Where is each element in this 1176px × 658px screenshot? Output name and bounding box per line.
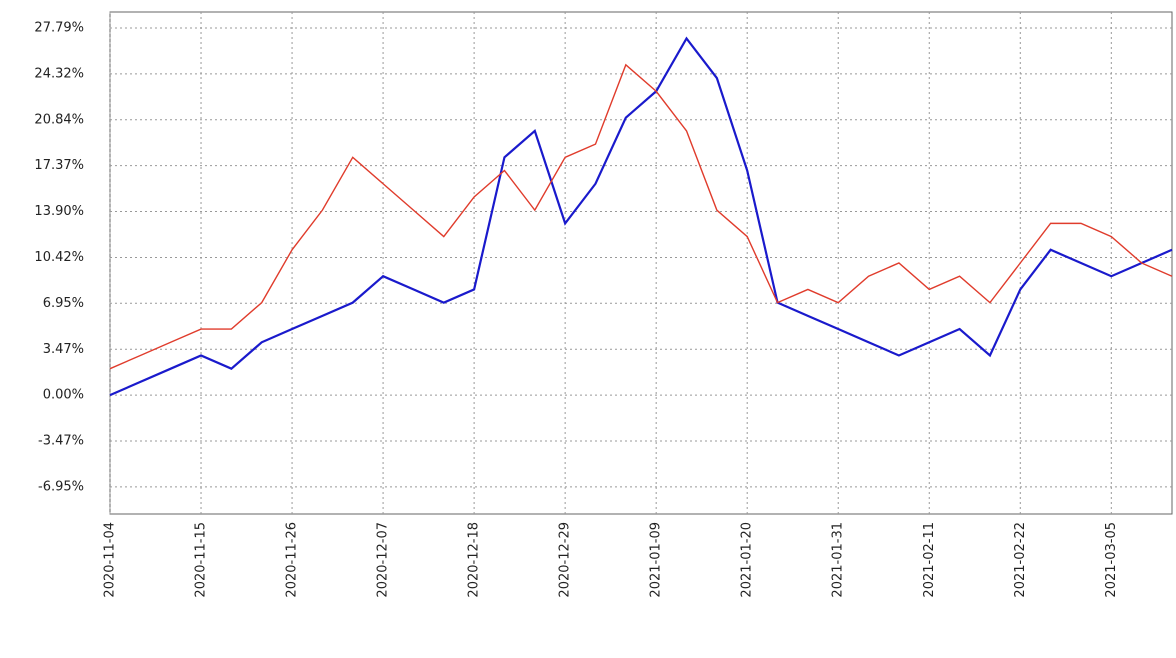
x-tick-label: 2021-02-22 xyxy=(1013,522,1028,598)
x-tick-label: 2021-01-09 xyxy=(649,522,664,598)
page: {"chart_data": {"type": "line", "categor… xyxy=(0,0,1176,654)
chart: -6.95% -3.47% 0.00% 3.47% 6.95% 10.42% 13.90% 1… xyxy=(0,0,1176,654)
y-tick-label: 17.37% xyxy=(34,158,84,173)
x-tick-label: 2020-12-29 xyxy=(558,522,573,598)
y-tick-label: 27.79% xyxy=(34,20,84,35)
x-tick-label: 2020-12-07 xyxy=(376,522,391,598)
x-tick-label: 2020-12-18 xyxy=(467,522,482,598)
y-tick-label: 24.32% xyxy=(34,66,84,81)
y-tick-label: -6.95% xyxy=(38,479,84,494)
y-tick-label: 0.00% xyxy=(43,388,84,403)
y-tick-label: 3.47% xyxy=(43,342,84,357)
x-tick-label: 2021-01-31 xyxy=(831,522,846,598)
y-tick-label: -3.47% xyxy=(38,433,84,448)
x-tick-label: 2021-03-05 xyxy=(1104,522,1119,598)
x-tick-label: 2020-11-04 xyxy=(103,522,118,598)
y-tick-label: 10.42% xyxy=(34,250,84,265)
x-tick-label: 2020-11-15 xyxy=(194,522,209,598)
x-tick-label: 2020-11-26 xyxy=(285,522,300,598)
x-tick-label: 2021-01-20 xyxy=(740,522,755,598)
y-tick-label: 20.84% xyxy=(34,112,84,127)
y-tick-label: 13.90% xyxy=(34,204,84,219)
x-tick-label: 2021-02-11 xyxy=(922,522,937,598)
plot-area xyxy=(110,12,1172,514)
y-tick-label: 6.95% xyxy=(43,296,84,311)
